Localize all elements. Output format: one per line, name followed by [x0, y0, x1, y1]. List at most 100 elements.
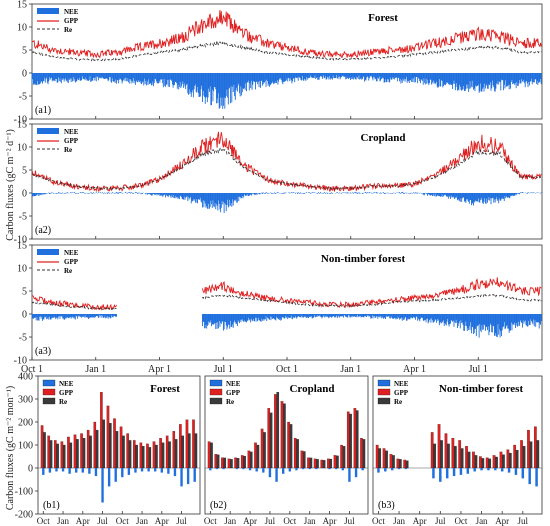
nee-bar [288, 468, 291, 472]
re-bar [95, 429, 99, 469]
nee-bar [295, 468, 298, 471]
gpp-bar [451, 438, 455, 469]
legend-re-label: Re [64, 267, 72, 275]
plot-frame [31, 244, 543, 361]
nee-series [31, 314, 542, 338]
re-bar [263, 432, 266, 469]
legend-re-label: Re [59, 398, 67, 406]
nee-bar [404, 468, 408, 470]
monthly-panel-1: 400 300 200 100 0 -100 -200 Oct Jan Apr Jul Oct Jan A… [15, 372, 201, 526]
gpp-bar [389, 454, 393, 469]
panel-label: (a2) [35, 225, 51, 236]
panel-label: (b1) [43, 500, 60, 511]
daily-flux-panels: 151050-5-10NEEGPPReForest(a1)151050-5-10… [14, 0, 543, 375]
gpp-bar [340, 444, 343, 469]
re-bar [302, 451, 306, 469]
nee-bar [445, 468, 449, 479]
re-bar [43, 432, 46, 469]
gpp-bar [533, 426, 537, 469]
re-bar [481, 458, 485, 469]
gpp-bar [47, 435, 50, 469]
re-bar [269, 412, 273, 469]
monthly-flux-panels: 400 300 200 100 0 -100 -200 Oct Jan Apr Jul Oct Jan A… [15, 372, 543, 526]
gpp-bar [80, 433, 83, 469]
re-bar [349, 413, 352, 469]
y-tick-label: 200 [18, 418, 33, 429]
gpp-bar [172, 431, 176, 469]
legend-nee-label: NEE [226, 380, 241, 388]
nee-bar [61, 468, 65, 472]
re-bar [502, 454, 505, 469]
re-bar [168, 441, 171, 469]
gpp-bar [152, 441, 156, 469]
y-tick-label: 5 [22, 166, 27, 177]
nee-bar [514, 468, 518, 475]
gpp-bar [260, 428, 264, 469]
re-line [31, 301, 117, 310]
re-bar [522, 446, 526, 469]
gpp-bar [146, 443, 149, 469]
nee-bar [81, 468, 84, 473]
nee-bar [222, 468, 225, 470]
nee-bar [215, 468, 219, 470]
legend-gpp-label: GPP [64, 258, 79, 266]
re-bar [362, 439, 366, 469]
panel-title: Cropland [289, 383, 334, 395]
nee-bar [134, 468, 137, 473]
legend-nee-swatch [377, 379, 391, 387]
panel-label: (a3) [35, 346, 51, 357]
re-bar [89, 435, 92, 469]
gpp-bar [360, 438, 363, 469]
nee-bar [487, 468, 490, 471]
gpp-bar [313, 458, 317, 469]
x-tick-label: Jul [176, 516, 187, 526]
gpp-bar [60, 441, 64, 469]
gpp-bar [53, 440, 57, 469]
y-tick-label: -10 [14, 235, 27, 246]
gpp-bar [93, 421, 97, 469]
nee-bar [528, 468, 531, 485]
legend-nee-label: NEE [64, 249, 79, 257]
y-tick-label: 0 [22, 310, 27, 321]
x-tick-label: Jan [476, 516, 488, 526]
nee-bar [384, 468, 387, 472]
panel-label: (b3) [378, 500, 395, 511]
nee-bar [140, 468, 144, 472]
gpp-line [32, 9, 542, 59]
re-bar [223, 457, 227, 469]
x-tick-label: Jul [265, 516, 276, 526]
y-tick-label: 15 [17, 241, 27, 252]
nee-bar [535, 468, 538, 487]
nee-bar [432, 468, 435, 479]
nee-bar [361, 468, 364, 471]
legend-gpp-label: GPP [64, 137, 79, 145]
re-bar [82, 438, 86, 469]
re-bar [296, 439, 299, 469]
legend-re-swatch [377, 397, 391, 405]
re-bar [392, 455, 395, 469]
nee-bar [275, 468, 278, 482]
re-bar [135, 444, 138, 469]
re-bar [216, 454, 220, 469]
y-tick-label: 0 [28, 464, 33, 475]
legend-nee-swatch [37, 128, 59, 134]
nee-bar [301, 468, 305, 470]
y-tick-label: 10 [17, 143, 27, 154]
re-bar [316, 459, 319, 469]
gpp-bar [247, 450, 251, 469]
x-tick-label: Oct 1 [276, 364, 298, 375]
nee-bar [500, 468, 504, 472]
re-bar [283, 403, 286, 469]
re-bar [529, 441, 533, 469]
plot-frame [31, 3, 543, 120]
nee-bar [55, 468, 58, 472]
nee-bar [209, 468, 212, 471]
gpp-bar [375, 444, 379, 469]
gpp-bar [472, 451, 475, 469]
gpp-bar [307, 457, 310, 469]
legend-re-label: Re [226, 398, 234, 406]
nee-bar [308, 468, 311, 470]
